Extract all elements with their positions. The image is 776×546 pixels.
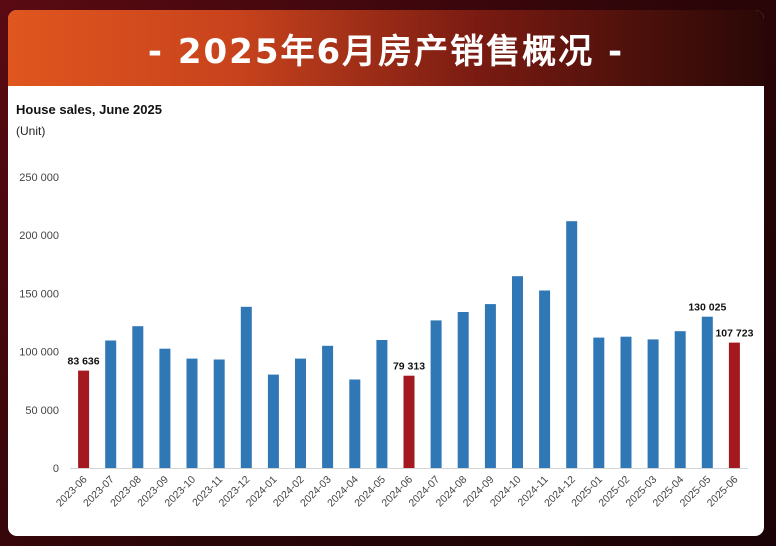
bar <box>267 374 279 468</box>
bar <box>512 276 523 468</box>
bar <box>322 345 334 468</box>
chart-card: - 2025年6月房产销售概况 - House sales, June 2025… <box>8 10 764 536</box>
banner-title: - 2025年6月房产销售概况 - <box>147 31 625 72</box>
bar <box>78 370 90 468</box>
bar <box>349 379 361 468</box>
bar <box>620 336 632 468</box>
bar <box>674 331 686 468</box>
bar <box>295 358 306 468</box>
y-tick-label: 150 000 <box>19 288 59 300</box>
y-tick-label: 100 000 <box>19 347 59 359</box>
bar <box>484 304 496 468</box>
bar <box>457 312 469 468</box>
bar <box>105 340 117 468</box>
data-label: 79 313 <box>393 361 425 373</box>
chart-title: House sales, June 2025 <box>16 102 162 117</box>
y-tick-label: 200 000 <box>19 230 59 242</box>
bar <box>701 316 713 468</box>
bar <box>539 290 551 468</box>
bar <box>132 326 144 468</box>
y-axis-unit-label: (Unit) <box>16 124 46 138</box>
bar <box>593 337 605 468</box>
y-tick-label: 50 000 <box>25 405 59 417</box>
title-banner: - 2025年6月房产销售概况 - <box>8 10 764 86</box>
bar <box>728 342 740 468</box>
bar <box>647 339 659 468</box>
y-tick-label: 250 000 <box>19 172 59 184</box>
data-label: 130 025 <box>688 302 726 314</box>
data-label: 107 723 <box>715 328 753 340</box>
y-tick-label: 0 <box>53 463 59 475</box>
data-label: 83 636 <box>67 356 99 368</box>
bar <box>186 358 198 468</box>
bar <box>213 359 225 468</box>
bar <box>159 348 171 468</box>
bar <box>403 375 415 468</box>
bar <box>240 306 252 468</box>
bar <box>430 320 442 468</box>
bar <box>376 340 388 468</box>
bar <box>566 221 578 468</box>
